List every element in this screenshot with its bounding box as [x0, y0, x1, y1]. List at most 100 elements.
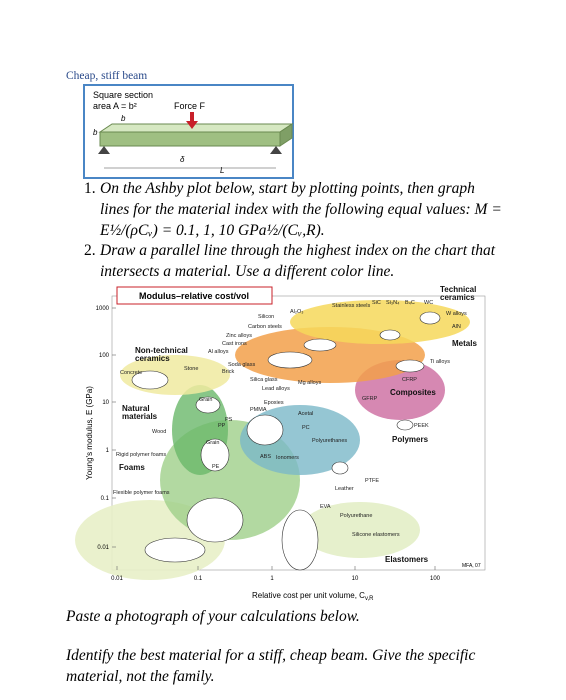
bubble — [303, 338, 337, 352]
y-tick-label: 0.1 — [101, 496, 110, 502]
elastomer-envelope — [300, 502, 420, 558]
x-tick-label: 0.1 — [194, 576, 203, 582]
material-label: Rigid polymer foams — [116, 452, 166, 458]
y-tick-label: 1 — [106, 448, 110, 454]
bubble — [267, 351, 313, 369]
length-label: L — [220, 166, 224, 175]
support — [270, 146, 282, 154]
material-label: Stone — [184, 366, 198, 372]
material-label: PEEK — [414, 423, 429, 429]
y-tick-label: 1000 — [96, 306, 110, 312]
ashby-chart: Modulus–relative cost/vol Young's modulu… — [75, 285, 486, 602]
bubble — [379, 329, 401, 341]
material-label: EVA — [320, 504, 331, 510]
material-label: Leather — [335, 486, 354, 492]
material-label: Lead alloys — [262, 386, 290, 392]
question-text: Draw a parallel line through the highest… — [100, 242, 496, 280]
family-label: Natural — [122, 404, 150, 413]
family-label: Polymers — [392, 435, 429, 444]
area-label: area A = b² — [93, 101, 137, 111]
section-label: Square section — [93, 90, 153, 100]
b-label: b — [93, 128, 98, 137]
beam-side — [279, 123, 293, 147]
material-label: Concrete — [120, 370, 142, 376]
question-number: 1. — [84, 180, 96, 197]
material-label: AlN — [452, 324, 461, 330]
question: 2. Draw a parallel line through the highe… — [84, 240, 504, 282]
material-label: Flexible polymer foams — [113, 490, 170, 496]
y-tick-label: 0.01 — [97, 545, 109, 551]
chart-title: Modulus–relative cost/vol — [139, 291, 249, 301]
material-label: Al alloys — [208, 349, 229, 355]
material-label: Epoxies — [264, 400, 284, 406]
figure-box — [83, 84, 294, 179]
material-label: PMMA — [250, 407, 267, 413]
ceramic-envelope — [290, 300, 470, 344]
family-label: Foams — [119, 463, 145, 472]
material-label: Ionomers — [276, 455, 299, 461]
material-label: Wood — [152, 429, 166, 435]
material-label: Soda glass — [228, 362, 255, 368]
bubble — [331, 461, 349, 475]
x-tick-label: 1 — [270, 576, 274, 582]
family-label: materials — [122, 412, 158, 421]
x-axis-label: Relative cost per unit volume, Cv,R — [252, 591, 374, 602]
material-label: PC — [302, 425, 310, 431]
family-label: ceramics — [135, 354, 170, 363]
bubble — [419, 311, 441, 325]
b-label: b — [121, 114, 126, 123]
x-tick-label: 0.01 — [111, 576, 123, 582]
bubbles — [75, 300, 470, 580]
material-label: Brick — [222, 369, 234, 375]
material-label: ABS — [260, 454, 271, 460]
material-label: PTFE — [365, 478, 379, 484]
support — [98, 146, 110, 154]
material-label: Acetal — [298, 411, 313, 417]
force-arrow-head — [186, 121, 198, 129]
family-label: Elastomers — [385, 555, 429, 564]
x-axis-label-sub: v,R — [365, 596, 374, 602]
x-tick-label: 100 — [430, 576, 441, 582]
bubble — [200, 438, 230, 472]
bubble — [186, 497, 244, 543]
instruction: Identify the best material for a stiff, … — [66, 647, 476, 685]
material-label: Carbon steels — [248, 324, 282, 330]
question-text: On the Ashby plot below, start by plotti… — [100, 180, 502, 239]
bubble — [144, 537, 206, 563]
y-axis-label: Young's modulus, E (GPa) — [85, 386, 94, 480]
y-tick-label: 10 — [102, 400, 109, 406]
bubble — [131, 370, 169, 390]
beam-top — [98, 123, 294, 133]
question: 1. On the Ashby plot below, start by plot… — [84, 178, 504, 241]
beam-front — [99, 131, 281, 147]
material-label: PP — [218, 423, 226, 429]
material-label: Polyurethane — [340, 513, 372, 519]
figure-caption: Cheap, stiff beam — [66, 70, 148, 82]
instruction: Paste a photograph of your calculations … — [66, 608, 360, 625]
family-label: Composites — [390, 388, 436, 397]
material-label: Al₂O₃ — [290, 309, 304, 315]
bubble — [195, 396, 221, 414]
material-label: Stainless steels — [332, 303, 370, 309]
material-label: B₄C — [405, 300, 415, 306]
force-label: Force F — [174, 101, 206, 111]
material-label: Ti alloys — [430, 359, 450, 365]
family-label: Metals — [452, 339, 477, 348]
material-label: Polyurethanes — [312, 438, 347, 444]
material-label: GFRP — [362, 396, 378, 402]
material-label: Grain — [206, 440, 219, 446]
material-label: SiC — [372, 300, 381, 306]
chart-title-box — [116, 286, 273, 305]
material-label: Silica glass — [250, 377, 278, 383]
bubble — [396, 419, 414, 431]
material-label: CFRP — [402, 377, 417, 383]
material-label: Si₃N₄ — [386, 300, 400, 306]
y-tick-label: 100 — [99, 353, 110, 359]
x-axis-label-main: Relative cost per unit volume, C — [252, 591, 365, 600]
bubble — [246, 414, 284, 446]
credit: MFA, 07 — [462, 563, 481, 569]
material-label: Silicon — [258, 314, 274, 320]
